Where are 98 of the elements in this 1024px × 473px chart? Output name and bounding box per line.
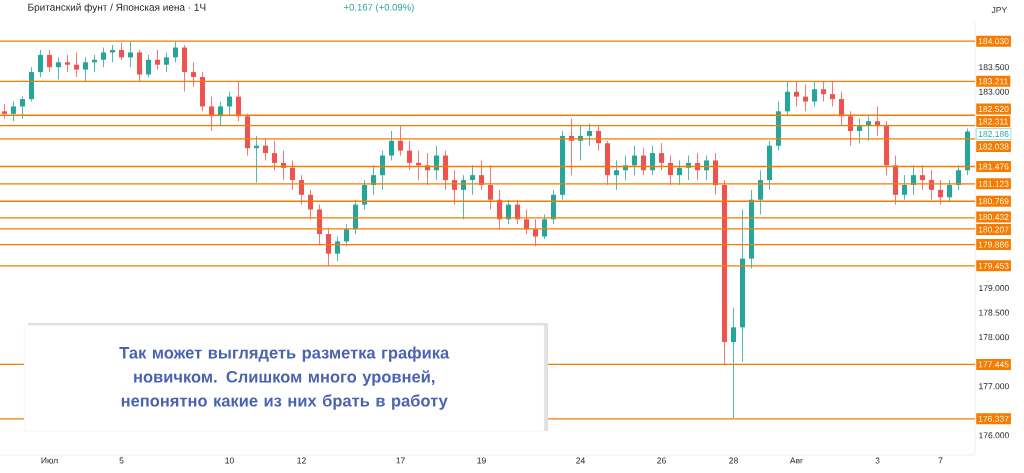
candlestick <box>731 307 737 420</box>
x-tick-label: 7 <box>938 457 943 464</box>
candlestick <box>812 81 818 107</box>
candlestick <box>938 179 944 206</box>
chart-title: Британский фунт / Японская иена · 1Ч <box>28 3 206 13</box>
candlestick <box>803 83 809 112</box>
x-tick-label: Авг <box>789 457 803 464</box>
y-tick-label: 178.500 <box>979 309 1009 316</box>
candlestick <box>848 110 854 147</box>
candlestick <box>263 137 269 161</box>
candlestick <box>308 189 314 220</box>
candlestick <box>542 214 548 240</box>
candlestick <box>839 91 845 127</box>
ref-line-label: 179.886 <box>978 241 1009 248</box>
candlestick <box>362 179 368 210</box>
candlestick <box>488 164 494 210</box>
x-tick-label: 26 <box>657 457 666 464</box>
candlestick <box>137 49 143 83</box>
candlestick <box>920 164 926 191</box>
ref-line-label: 182.520 <box>978 106 1009 113</box>
candlestick <box>83 56 89 83</box>
ref-line-label: 180.207 <box>978 226 1009 233</box>
candlestick <box>794 81 800 107</box>
candlestick <box>227 91 233 117</box>
candlestick <box>659 142 665 171</box>
candlestick <box>173 40 179 63</box>
text: +0.167 (+0.09%) <box>344 3 414 13</box>
candlestick <box>389 130 395 161</box>
candlestick <box>290 160 296 191</box>
ref-line-label: 182.311 <box>978 118 1008 125</box>
candlestick <box>272 140 278 171</box>
ref-line-label: 176.337 <box>978 415 1009 422</box>
candlestick <box>632 145 638 176</box>
ref-line-label: 179.453 <box>978 262 1009 269</box>
candlestick <box>335 236 341 262</box>
y-tick-label: 177.000 <box>979 383 1009 390</box>
candlestick <box>146 54 152 78</box>
candlestick <box>101 47 107 68</box>
ref-line-label: 180.769 <box>978 198 1009 205</box>
text: JPY <box>991 7 1007 13</box>
y-tick-label: 183.500 <box>979 64 1009 71</box>
candlestick <box>380 150 386 191</box>
candlestick <box>524 209 530 235</box>
candlestick <box>46 49 53 73</box>
candlestick <box>704 155 710 181</box>
candlestick <box>902 174 908 201</box>
x-tick-label: Июл <box>41 457 58 464</box>
candlestick <box>128 40 134 68</box>
ref-line-label: 181.476 <box>978 163 1009 170</box>
y-tick-label: 176.000 <box>979 432 1009 439</box>
candlestick <box>10 101 17 122</box>
candlestick <box>326 228 332 267</box>
x-tick-label: 5 <box>119 457 124 464</box>
x-tick-label: 24 <box>576 457 586 464</box>
candlestick <box>218 101 224 127</box>
candlestick <box>56 56 62 80</box>
x-tick-label: 12 <box>297 457 306 464</box>
text: 182.186 <box>978 131 1009 138</box>
candlestick <box>236 81 242 122</box>
candlestick <box>2 103 8 120</box>
ref-line-label: 183.211 <box>978 78 1008 85</box>
ref-line-label: 180.432 <box>978 214 1009 221</box>
x-tick-label: 19 <box>477 457 486 464</box>
ref-line-label: 182.038 <box>978 143 1009 150</box>
ref-line-label: 177.445 <box>978 361 1009 368</box>
candlestick <box>758 169 764 215</box>
candlestick <box>74 52 80 78</box>
candlestick <box>398 125 404 156</box>
ref-line-label: 184.030 <box>978 38 1009 45</box>
candlestick <box>344 223 350 247</box>
candlestick <box>20 96 26 120</box>
candlestick <box>191 61 197 88</box>
x-tick-label: 10 <box>225 457 234 464</box>
x-tick-label: 17 <box>396 457 405 464</box>
y-tick-label: 183.000 <box>979 88 1009 95</box>
candlestick <box>785 81 791 117</box>
annotation: Так может выглядеть разметка графика новичком. Слишком много уровней, непонятно какие из них брать в работу <box>119 346 450 410</box>
candlestick <box>155 49 161 71</box>
candlestick <box>470 164 476 196</box>
y-tick-label: 178.000 <box>979 334 1009 341</box>
candlestick <box>821 81 827 102</box>
ref-line-label: 181.123 <box>978 180 1009 187</box>
candlestick <box>38 49 44 78</box>
candlestick <box>650 145 656 176</box>
candlestick <box>614 160 620 191</box>
candlestick <box>209 96 215 132</box>
candlestick <box>830 81 836 107</box>
candlestick <box>65 54 71 73</box>
x-tick-label: 3 <box>875 457 880 464</box>
x-tick-label: 28 <box>729 457 738 464</box>
candlestick <box>947 179 953 203</box>
candlestick <box>677 160 683 186</box>
y-tick-label: 179.000 <box>979 285 1009 292</box>
candlestick <box>857 118 863 144</box>
candlestick <box>533 218 539 247</box>
candlestick <box>164 52 170 73</box>
candlestick <box>407 140 413 171</box>
candlestick <box>587 123 593 147</box>
